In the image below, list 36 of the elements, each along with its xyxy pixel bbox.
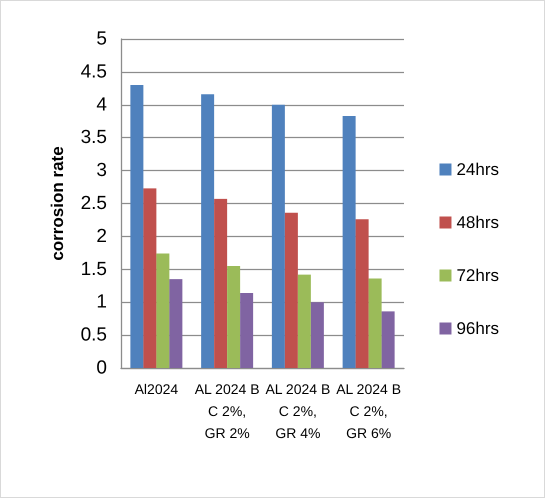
bar <box>284 212 298 368</box>
x-tick-label: AL 2024 B C 2%, GR 2% <box>194 381 260 441</box>
y-tick-label: 4 <box>96 94 108 116</box>
bar <box>310 302 324 368</box>
y-tick-label: 3.5 <box>80 127 107 148</box>
bar <box>130 85 144 368</box>
y-tick-label: 4.5 <box>80 61 107 82</box>
y-tick-label: 2 <box>96 226 107 247</box>
y-tick-label: 1 <box>96 292 107 313</box>
bar <box>298 274 311 368</box>
bar <box>169 279 182 368</box>
bar <box>201 94 214 368</box>
bar <box>227 266 240 368</box>
y-tick-label: 0 <box>96 358 107 378</box>
legend-label: 48hrs <box>456 213 500 232</box>
bar <box>143 188 156 368</box>
x-tick-label: Al2024 <box>134 381 178 397</box>
bar <box>342 116 356 368</box>
x-tick-label: AL 2024 B C 2%, GR 6% <box>336 381 402 441</box>
bar <box>382 311 395 368</box>
y-tick-label: 3 <box>96 160 107 182</box>
x-tick-label: AL 2024 B C 2%, GR 4% <box>265 381 330 441</box>
bar <box>156 254 170 368</box>
bar <box>240 292 254 368</box>
legend-label: 24hrs <box>456 160 500 179</box>
bar <box>356 219 369 368</box>
bar <box>214 198 228 368</box>
legend-label: 72hrs <box>456 266 500 285</box>
y-tick-label: 1.5 <box>80 258 107 280</box>
legend-label: 96hrs <box>456 319 500 338</box>
bar <box>272 104 285 368</box>
y-tick-label: 5 <box>96 28 107 50</box>
y-axis-title: corrosion rate <box>48 146 67 261</box>
y-tick-label: 0.5 <box>80 324 107 346</box>
bar <box>368 278 382 368</box>
y-tick-label: 2.5 <box>80 193 107 214</box>
